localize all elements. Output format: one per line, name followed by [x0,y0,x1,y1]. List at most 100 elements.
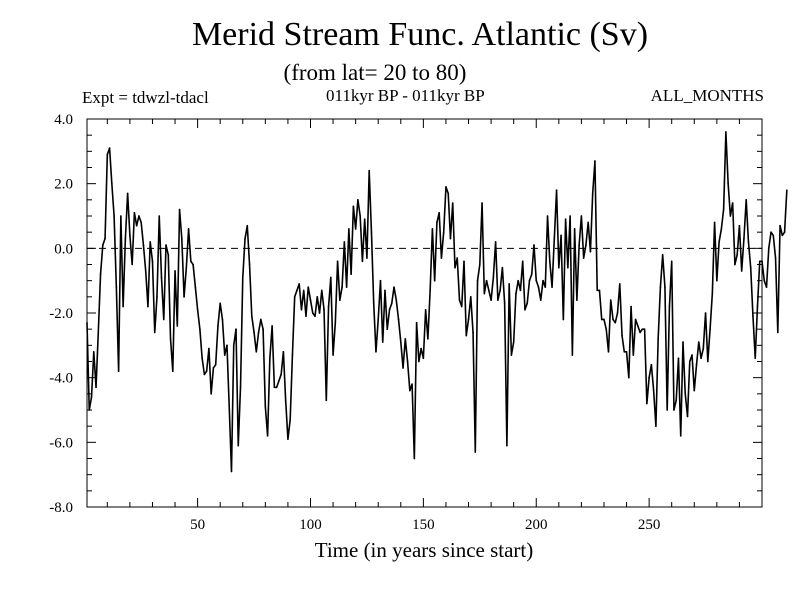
data-point [318,312,321,314]
data-point [582,257,585,259]
data-point [494,241,497,243]
data-point [777,331,779,334]
data-point [357,199,359,201]
data-point [725,131,727,133]
data-point [375,351,377,353]
data-point [379,279,382,282]
data-point [747,241,750,243]
data-point [140,221,142,224]
data-point [458,299,461,301]
data-point [151,260,154,263]
data-point [499,289,501,292]
data-point [129,234,131,237]
data-point [221,318,224,321]
data-point [104,237,106,240]
data-point [253,331,255,334]
data-point [512,341,515,343]
period-label: 011kyr BP - 011kyr BP [326,86,485,105]
data-point [208,347,210,350]
experiment-label: Expt = tdwzl-tdacl [82,88,209,107]
data-point [226,344,228,347]
data-point [652,389,655,392]
data-point [526,302,529,305]
data-point [266,435,269,437]
data-point [440,257,443,259]
data-point [562,318,565,321]
data-point [564,218,567,221]
data-point [235,328,237,330]
data-point [122,305,124,308]
data-point [260,318,262,321]
data-point [555,189,558,191]
data-point [228,405,231,408]
data-point [255,351,258,353]
data-point [399,341,402,343]
data-point [332,354,334,356]
data-point [664,286,666,288]
data-point [300,308,303,311]
data-point [97,331,100,334]
data-point [366,257,368,259]
data-point [223,354,226,356]
data-point [287,438,289,440]
data-point [131,263,133,266]
data-point [677,357,680,360]
data-point [691,354,693,356]
y-tick-label: 4.0 [54,112,73,128]
data-point [192,263,194,266]
data-point [309,299,312,301]
data-point [420,347,422,350]
data-point [345,286,348,288]
data-point [422,357,425,360]
data-point [239,386,242,389]
data-point [781,234,784,237]
data-point [120,215,122,217]
data-point [205,370,208,373]
data-point [772,234,775,237]
data-point [232,344,235,347]
data-point [210,393,212,395]
data-point [327,305,330,308]
data-point [598,289,601,292]
data-point [670,260,673,263]
data-point [424,308,427,311]
data-point [460,305,463,308]
data-point [659,286,662,288]
data-point [666,409,668,411]
data-point [485,279,488,282]
data-point [661,254,664,256]
x-tick-label: 200 [525,517,548,533]
data-point [411,383,413,385]
data-point [169,338,172,340]
data-point [729,215,732,217]
data-point [569,215,571,217]
y-tick-label: -4.0 [49,371,73,387]
data-point [465,334,468,337]
chart-subtitle: (from lat= 20 to 80) [283,60,467,85]
data-point [754,357,757,360]
data-point [587,221,589,224]
data-point [718,241,720,243]
data-point [117,370,120,373]
data-point [404,338,407,340]
data-point [591,192,594,195]
data-point [695,363,698,366]
data-point [736,254,738,256]
data-point [248,263,251,266]
data-point [585,244,587,246]
data-point [257,331,260,334]
axis-ticks [87,118,762,508]
data-point [517,279,519,282]
y-tick-label: -6.0 [49,435,73,451]
data-point [693,389,696,392]
data-point [697,341,700,343]
data-point [738,224,741,227]
data-point [171,370,174,373]
data-point [506,444,508,447]
data-point [291,354,294,356]
data-point [217,325,219,327]
data-point [106,153,109,156]
data-point [783,231,786,233]
data-point [745,199,747,201]
data-point [668,305,671,308]
